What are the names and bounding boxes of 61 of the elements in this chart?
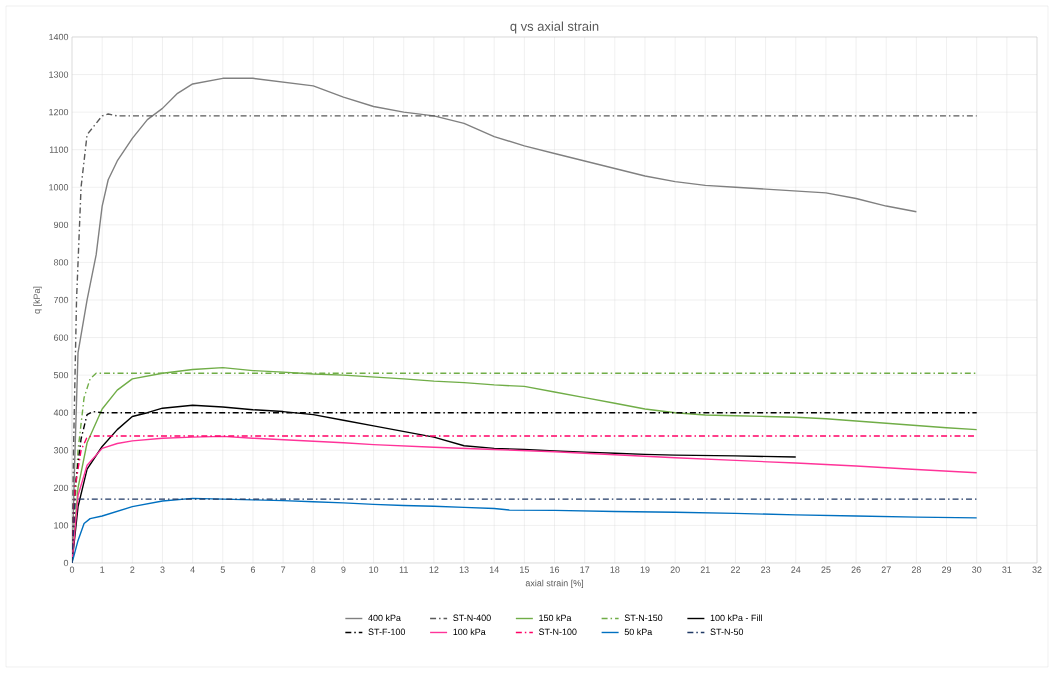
x-tick-label: 29 — [942, 566, 952, 573]
y-tick-label: 1100 — [49, 146, 69, 153]
x-tick-label: 6 — [250, 566, 256, 573]
y-tick-label: 1400 — [49, 33, 69, 41]
x-tick-label: 32 — [1032, 566, 1042, 573]
legend-label: ST-F-100 — [368, 628, 406, 635]
x-tick-label: 7 — [281, 566, 286, 573]
x-tick-label: 30 — [972, 566, 982, 573]
x-tick-label: 26 — [851, 566, 861, 573]
y-tick-label: 100 — [54, 522, 69, 529]
x-tick-label: 9 — [341, 566, 346, 573]
x-tick-label: 0 — [69, 566, 75, 573]
x-tick-label: 23 — [761, 566, 771, 573]
x-tick-label: 24 — [791, 566, 801, 573]
x-tick-label: 8 — [311, 566, 316, 573]
y-tick-label: 500 — [53, 371, 69, 379]
legend-label: ST-N-400 — [453, 614, 491, 621]
x-tick-label: 5 — [220, 566, 225, 573]
x-tick-label: 25 — [821, 566, 831, 573]
x-tick-label: 10 — [369, 566, 379, 573]
y-tick-label: 400 — [53, 409, 69, 416]
x-tick-label: 14 — [489, 566, 499, 573]
x-tick-label: 18 — [610, 566, 620, 573]
x-tick-label: 15 — [520, 566, 529, 573]
x-tick-label: 11 — [399, 566, 408, 573]
y-tick-label: 200 — [53, 484, 69, 492]
legend-label: 400 kPa — [368, 614, 401, 622]
legend-label: 100 kPa — [453, 628, 486, 636]
y-tick-label: 900 — [53, 221, 69, 229]
x-tick-label: 1 — [100, 566, 105, 573]
x-tick-label: 21 — [700, 566, 710, 573]
legend-label: 50 kPa — [624, 628, 653, 636]
legend-label: 150 kPa — [539, 614, 572, 622]
x-tick-label: 27 — [881, 566, 891, 573]
y-axis-title: q [kPa] — [33, 286, 42, 314]
x-tick-label: 19 — [640, 566, 650, 573]
x-tick-label: 17 — [580, 566, 590, 573]
legend-label: 100 kPa - Fill — [710, 614, 762, 622]
x-tick-label: 2 — [130, 566, 135, 573]
y-tick-label: 700 — [53, 296, 69, 304]
x-tick-label: 28 — [911, 566, 921, 573]
x-axis-title: axial strain [%] — [525, 579, 584, 589]
y-tick-label: 600 — [53, 334, 69, 341]
y-tick-label: 1000 — [49, 184, 69, 191]
y-tick-label: 0 — [63, 559, 69, 567]
x-tick-label: 20 — [670, 566, 680, 573]
chart-title: q vs axial strain — [510, 21, 599, 34]
x-tick-label: 4 — [190, 566, 195, 573]
x-tick-label: 16 — [550, 566, 560, 573]
x-tick-label: 13 — [459, 566, 469, 573]
legend-label: ST-N-50 — [710, 628, 744, 635]
y-tick-label: 1200 — [49, 108, 69, 116]
x-tick-label: 22 — [730, 566, 740, 573]
legend-label: ST-N-150 — [624, 614, 663, 621]
x-tick-label: 12 — [429, 566, 439, 573]
y-tick-label: 1300 — [49, 71, 69, 78]
x-tick-label: 3 — [160, 566, 165, 573]
y-tick-label: 800 — [53, 259, 69, 266]
x-tick-label: 31 — [1002, 566, 1012, 573]
y-tick-label: 300 — [53, 447, 69, 454]
legend-label: ST-N-100 — [538, 628, 577, 635]
